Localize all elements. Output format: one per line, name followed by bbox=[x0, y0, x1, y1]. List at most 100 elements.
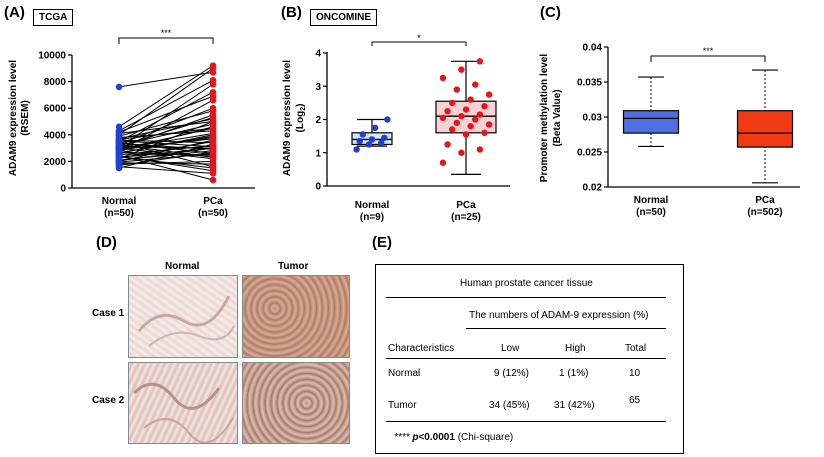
panel-a-x2: PCa bbox=[203, 196, 223, 207]
normal-point bbox=[365, 141, 373, 148]
table-header-high: High bbox=[565, 343, 586, 354]
table-row-tumor-total: 65 bbox=[629, 395, 641, 406]
pca-point bbox=[458, 66, 465, 73]
pca-point bbox=[476, 111, 484, 118]
pca-point bbox=[209, 65, 217, 72]
panel-a-ylabel-unit: (RSEM) bbox=[20, 100, 31, 136]
histology-tumor-case1 bbox=[242, 275, 350, 358]
y-tick-label: 8000 bbox=[44, 77, 67, 88]
panel-c-chart: Promoter methylation level (Beta Value) … bbox=[539, 43, 800, 218]
y-tick-label: 1 bbox=[315, 148, 321, 159]
table-row-normal-label: Normal bbox=[388, 368, 421, 379]
histology-normal-case2 bbox=[128, 362, 238, 444]
panel-a-chart: ADAM9 expression level (RSEM) 0 2000 4000 6… bbox=[8, 28, 255, 219]
pca-point bbox=[472, 116, 479, 123]
pca-point bbox=[448, 126, 456, 133]
normal-point bbox=[115, 157, 123, 165]
panel-c-ylabel-unit: (Beta Value) bbox=[552, 89, 563, 146]
table-rule-top bbox=[386, 297, 666, 298]
pair-line bbox=[118, 147, 214, 162]
panel-a-sig: *** bbox=[161, 28, 172, 38]
table-row-normal-low: 9 (12%) bbox=[494, 368, 530, 379]
panel-a-x1n: (n=50) bbox=[104, 208, 134, 219]
y-tick-label: 0.04 bbox=[583, 43, 603, 54]
panel-d-letter: (D) bbox=[96, 234, 117, 251]
pair-line bbox=[118, 136, 214, 151]
pca-point bbox=[467, 96, 474, 103]
panel-e-table: Human prostate cancer tissue The numbers… bbox=[375, 264, 684, 454]
panel-a-ylabel: ADAM9 expression level bbox=[8, 60, 19, 176]
panel-b-x2: PCa bbox=[456, 200, 476, 211]
panel-d-row-case1: Case 1 bbox=[92, 308, 125, 319]
panel-b-chart: ADAM9 expression level (Log2) 0 1 2 3 4 * No… bbox=[282, 33, 510, 223]
pair-line bbox=[118, 110, 214, 137]
pca-point bbox=[448, 99, 456, 107]
pair-line bbox=[118, 154, 214, 181]
pca-point bbox=[485, 121, 493, 128]
pca-point bbox=[467, 122, 474, 130]
y-tick-label: 0.02 bbox=[583, 183, 603, 194]
pair-line bbox=[118, 107, 214, 145]
table-row-tumor-label: Tumor bbox=[388, 400, 417, 411]
pair-line bbox=[118, 152, 214, 163]
y-tick-label: 0.025 bbox=[577, 148, 602, 159]
panel-e-letter: (E) bbox=[372, 234, 392, 251]
normal-point bbox=[371, 124, 379, 132]
histology-tumor-case2 bbox=[242, 362, 350, 444]
panel-c-sig-bracket bbox=[650, 55, 766, 62]
pca-point bbox=[462, 131, 470, 138]
pca-point bbox=[209, 176, 217, 184]
pca-point bbox=[476, 146, 484, 153]
panel-b-x1n: (n=9) bbox=[360, 212, 384, 223]
panel-b-ylabel-unit: (Log2) bbox=[295, 104, 307, 133]
y-tick-label: 2000 bbox=[44, 157, 67, 168]
panel-b-letter: (B) bbox=[281, 4, 302, 21]
table-row-tumor-high: 31 (42%) bbox=[554, 400, 595, 411]
pair-line bbox=[118, 83, 214, 148]
panel-c-x2n: (n=502) bbox=[747, 207, 782, 218]
panel-b-tag: ONCOMINE bbox=[310, 9, 377, 26]
table-title: Human prostate cancer tissue bbox=[460, 278, 593, 289]
panel-b-ylabel: ADAM9 expression level bbox=[282, 60, 293, 176]
y-tick-label: 3 bbox=[315, 82, 321, 93]
normal-point bbox=[381, 134, 388, 141]
pca-point bbox=[453, 86, 460, 93]
panel-a-sig-bracket bbox=[118, 37, 214, 44]
normal-point bbox=[115, 136, 123, 143]
table-header-low: Low bbox=[501, 343, 520, 354]
panel-c-sig: *** bbox=[703, 46, 714, 56]
pair-line bbox=[118, 71, 214, 88]
pair-line bbox=[118, 99, 214, 152]
normal-box bbox=[622, 110, 680, 134]
pair-line bbox=[118, 67, 214, 136]
panel-d-col-normal: Normal bbox=[165, 261, 200, 272]
panel-d-row-case2: Case 2 bbox=[92, 395, 125, 406]
y-tick-label: 10000 bbox=[38, 51, 66, 62]
pca-point bbox=[453, 119, 460, 127]
pair-line bbox=[118, 147, 214, 158]
normal-point bbox=[115, 146, 123, 154]
panel-a-x1: Normal bbox=[102, 196, 137, 207]
normal-point bbox=[359, 131, 366, 138]
pca-point bbox=[209, 124, 217, 132]
y-tick-label: 4 bbox=[315, 49, 321, 60]
pair-line bbox=[118, 95, 214, 133]
pair-line bbox=[118, 121, 214, 160]
pair-line bbox=[118, 132, 214, 150]
pca-point bbox=[458, 149, 465, 156]
footnote-test: (Chi-square) bbox=[457, 432, 514, 443]
normal-point bbox=[353, 146, 360, 153]
panel-c-x2: PCa bbox=[755, 195, 775, 206]
footnote-p: p bbox=[412, 432, 419, 443]
table-rule-sub bbox=[466, 328, 666, 329]
pca-point bbox=[209, 170, 217, 177]
table-rule-bottom bbox=[386, 421, 666, 422]
pca-point bbox=[209, 114, 217, 121]
pca-point bbox=[209, 88, 217, 96]
table-rule-header bbox=[386, 358, 666, 359]
panel-b-x1: Normal bbox=[355, 200, 390, 211]
pca-point bbox=[481, 129, 488, 136]
normal-point bbox=[115, 164, 123, 172]
y-tick-label: 0.03 bbox=[583, 113, 603, 124]
pca-point bbox=[485, 91, 493, 98]
